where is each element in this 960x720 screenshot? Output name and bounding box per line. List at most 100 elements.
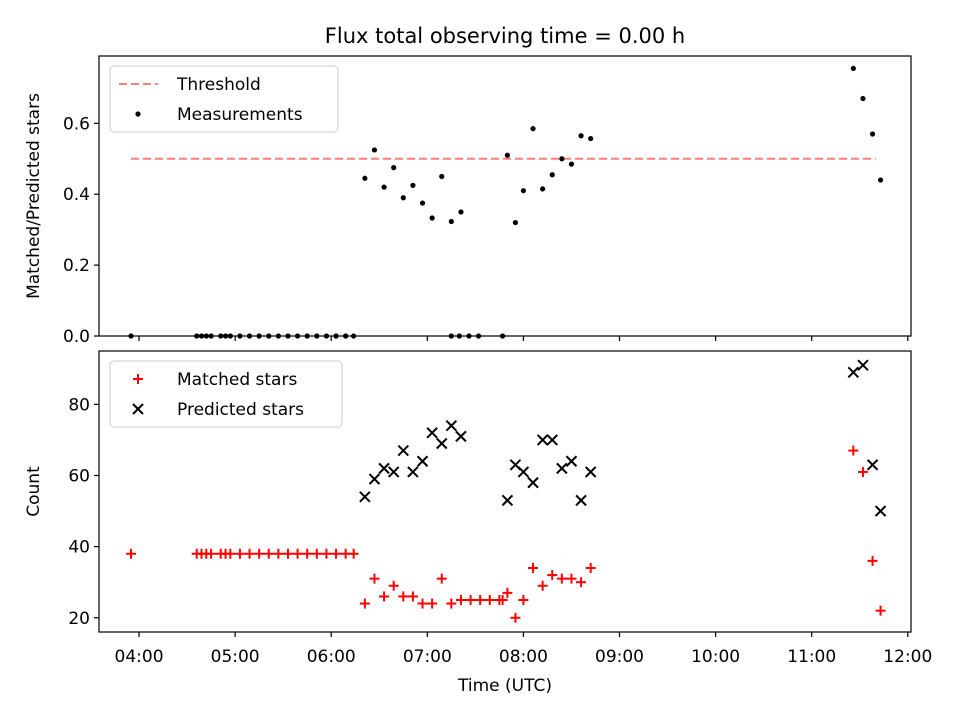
- predicted-stars-point: [426, 427, 438, 439]
- x-tick-label: 09:00: [595, 647, 644, 667]
- bottom-y-tick-label: 20: [68, 609, 90, 629]
- legend-label: Predicted stars: [177, 400, 304, 420]
- matched-stars-point: [576, 577, 587, 588]
- measurement-point: [128, 333, 134, 339]
- measurement-point: [285, 333, 291, 339]
- measurement-point: [351, 333, 357, 339]
- legend-label: Measurements: [177, 105, 303, 125]
- matched-stars-point: [225, 548, 236, 559]
- bottom-plot-frame: [98, 350, 912, 633]
- measurement-point: [504, 152, 511, 158]
- measurement-point: [275, 333, 281, 339]
- bottom-y-tick-label: 40: [68, 538, 90, 558]
- predicted-stars-point: [397, 444, 410, 457]
- x-tick-label: 07:00: [403, 647, 452, 667]
- matched-stars-point: [254, 548, 265, 559]
- measurement-point: [266, 333, 272, 339]
- matched-stars-point: [398, 591, 409, 602]
- x-tick-label: 04:00: [115, 647, 164, 667]
- matched-stars-point: [875, 605, 886, 616]
- measurement-point: [568, 161, 575, 167]
- measurement-point: [256, 333, 262, 339]
- legend-predicted-swatch: [132, 403, 144, 415]
- predicted-stars-point: [874, 505, 887, 517]
- measurement-point: [530, 126, 536, 132]
- measurement-point: [222, 333, 229, 339]
- bottom-panel: 20 40 60 80 04:00 05:00 06:00 07:00 08:00 09:00 10…: [24, 350, 932, 667]
- predicted-stars-point: [527, 476, 539, 489]
- predicted-stars-point: [556, 462, 568, 475]
- matched-stars-point: [369, 573, 380, 584]
- bottom-y-axis-label: Count: [24, 466, 44, 517]
- matched-stars-point: [302, 548, 313, 559]
- matched-stars-point: [348, 548, 359, 559]
- measurement-point: [362, 175, 368, 181]
- matched-stars-point: [528, 562, 539, 573]
- measurement-point: [203, 333, 209, 339]
- x-tick-label: 11:00: [787, 647, 836, 667]
- measurement-point: [439, 173, 445, 180]
- matched-stars-point: [263, 548, 274, 559]
- matched-stars-point: [547, 570, 558, 581]
- matched-stars-point: [234, 548, 245, 559]
- predicted-stars-point: [517, 466, 530, 478]
- matched-stars-point: [465, 594, 476, 605]
- matched-stars-point: [585, 562, 596, 573]
- matched-stars-point: [282, 548, 293, 559]
- measurement-point: [429, 215, 435, 221]
- predicted-stars-point: [407, 466, 419, 478]
- measurement-point: [381, 184, 387, 190]
- measurement-point: [343, 333, 349, 339]
- chart-title: Flux total observing time = 0.00 h: [325, 24, 685, 48]
- predicted-stars-point: [565, 455, 578, 467]
- matched-stars-point: [556, 573, 567, 584]
- x-tick-label: 10:00: [691, 647, 740, 667]
- x-axis-label: Time (UTC): [457, 676, 552, 696]
- measurement-point: [314, 333, 320, 339]
- matched-stars-point: [126, 548, 137, 559]
- predicted-stars-point: [575, 494, 587, 507]
- measurement-point: [294, 333, 301, 339]
- predicted-stars-point: [455, 430, 467, 443]
- measurement-point: [499, 333, 506, 339]
- measurement-point: [448, 218, 454, 225]
- predicted-stars-point: [445, 419, 458, 432]
- measurement-point: [208, 333, 214, 339]
- matched-stars-point: [331, 548, 342, 559]
- matched-stars-point: [388, 580, 399, 591]
- measurement-point: [588, 135, 594, 142]
- predicted-stars-point: [416, 455, 429, 467]
- measurement-point: [237, 333, 243, 339]
- measurement-point: [860, 95, 866, 102]
- matched-stars-point: [455, 594, 466, 605]
- measurement-point: [391, 165, 397, 171]
- predicted-stars-point: [501, 494, 514, 507]
- measurement-point: [194, 333, 200, 339]
- predicted-stars-point: [584, 466, 597, 478]
- measurement-point: [333, 333, 339, 339]
- x-tick-label: 08:00: [499, 647, 548, 667]
- matched-stars-point: [518, 594, 529, 605]
- matched-stars-point: [417, 598, 428, 609]
- predicted-stars-point: [368, 473, 381, 485]
- matched-stars-point: [484, 594, 495, 605]
- bottom-legend-box: [109, 360, 343, 428]
- legend-label: Matched stars: [177, 370, 297, 390]
- legend-measurements-swatch: [135, 111, 141, 117]
- x-tick-label: 12:00: [883, 647, 932, 667]
- measurement-point: [512, 219, 519, 226]
- bottom-y-tick-label: 60: [68, 466, 90, 486]
- matched-stars-point: [359, 598, 370, 609]
- matched-stars-point: [510, 612, 521, 623]
- legend-label: Threshold: [176, 75, 261, 95]
- matched-stars-point: [566, 573, 577, 584]
- measurement-point: [246, 333, 253, 339]
- matched-stars-point: [537, 580, 548, 591]
- predicted-stars-point: [847, 366, 860, 379]
- measurement-point: [371, 147, 378, 153]
- measurement-point: [419, 200, 426, 206]
- matched-stars-point: [311, 548, 322, 559]
- predicted-stars-point: [866, 459, 879, 471]
- top-y-tick-label: 0.0: [63, 327, 90, 347]
